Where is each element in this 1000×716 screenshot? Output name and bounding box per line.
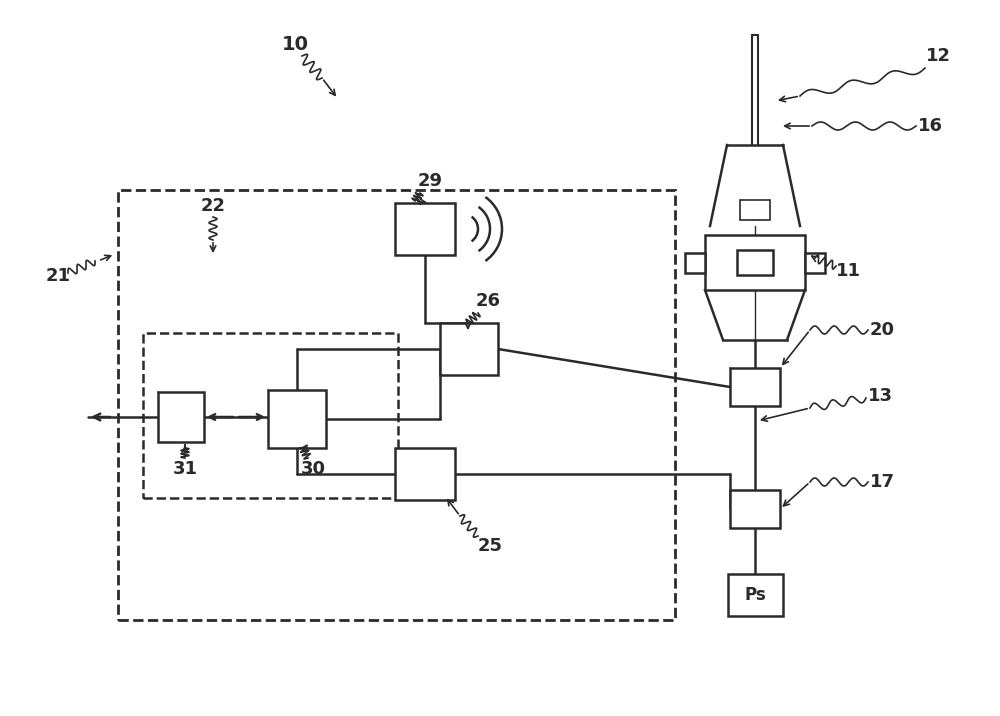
- Text: 22: 22: [200, 197, 226, 215]
- FancyBboxPatch shape: [268, 390, 326, 448]
- FancyBboxPatch shape: [737, 250, 773, 275]
- Text: 30: 30: [300, 460, 326, 478]
- Text: 16: 16: [918, 117, 942, 135]
- FancyBboxPatch shape: [728, 574, 783, 616]
- FancyBboxPatch shape: [118, 190, 675, 620]
- FancyBboxPatch shape: [740, 200, 770, 220]
- FancyBboxPatch shape: [730, 368, 780, 406]
- Text: 26: 26: [476, 292, 501, 310]
- Text: 31: 31: [173, 460, 198, 478]
- FancyBboxPatch shape: [143, 333, 398, 498]
- Text: 25: 25: [478, 537, 503, 555]
- FancyBboxPatch shape: [805, 253, 825, 273]
- Text: 11: 11: [836, 262, 860, 280]
- Text: 12: 12: [926, 47, 950, 65]
- Text: 20: 20: [870, 321, 895, 339]
- FancyBboxPatch shape: [440, 323, 498, 375]
- FancyBboxPatch shape: [705, 235, 805, 290]
- FancyBboxPatch shape: [395, 448, 455, 500]
- FancyBboxPatch shape: [685, 253, 705, 273]
- Text: 10: 10: [282, 34, 308, 54]
- FancyBboxPatch shape: [395, 203, 455, 255]
- Text: 13: 13: [868, 387, 893, 405]
- Text: 29: 29: [418, 172, 442, 190]
- FancyBboxPatch shape: [730, 490, 780, 528]
- FancyBboxPatch shape: [158, 392, 204, 442]
- Text: 17: 17: [870, 473, 895, 491]
- Text: Ps: Ps: [744, 586, 766, 604]
- Text: 21: 21: [46, 267, 70, 285]
